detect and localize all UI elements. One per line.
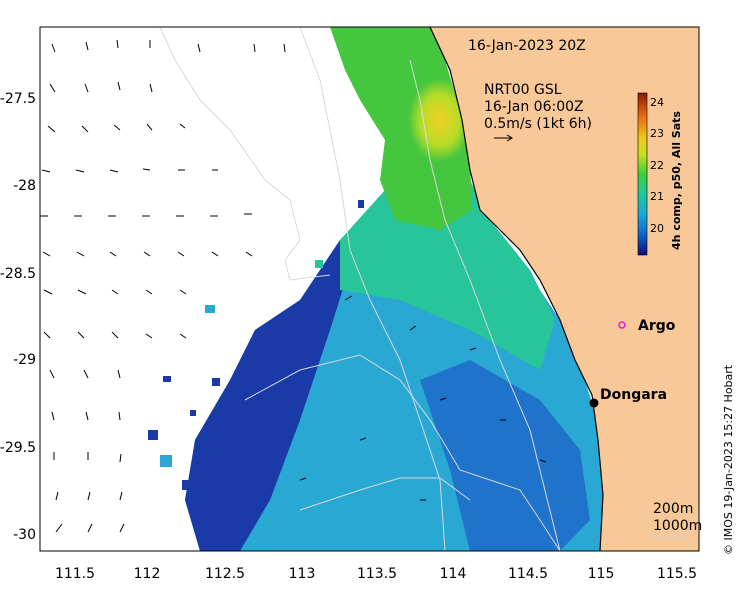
- plot-frame: [39, 26, 700, 552]
- colorbar-gradient: [637, 92, 648, 256]
- warm-patch: [408, 78, 472, 162]
- sst-scatter-pixels: [148, 200, 364, 515]
- sst-field-cool-core: [420, 360, 590, 551]
- x-tick-label: 112.5: [205, 566, 245, 582]
- isobath-contours: [159, 26, 561, 552]
- y-tick-label: -29: [13, 352, 36, 368]
- colorbar: 24 23 22 21 20 4h comp, p50, All Sats: [637, 92, 683, 256]
- colorbar-title: 4h comp, p50, All Sats: [670, 111, 683, 250]
- colorbar-tick: 20: [650, 222, 664, 235]
- x-tick-label: 113: [289, 566, 316, 582]
- sst-field-western-edge: [185, 235, 360, 551]
- date-label: 16-Jan-2023 20Z: [468, 38, 586, 54]
- colorbar-tick: 24: [650, 96, 664, 109]
- current-vectors: [40, 39, 547, 533]
- colorbar-tick: 23: [650, 127, 664, 140]
- land-mass: [430, 27, 699, 551]
- x-tick-label: 114: [440, 566, 467, 582]
- colorbar-tick: 21: [650, 190, 664, 203]
- product-line-2: 16-Jan 06:00Z: [484, 99, 584, 115]
- x-tick-label: 112: [134, 566, 161, 582]
- credit-text: © IMOS 19-Jan-2023 15:27 Hobart: [722, 364, 735, 555]
- y-tick-label: -29.5: [0, 440, 36, 456]
- y-tick-label: -28.5: [0, 266, 36, 282]
- x-tick-label: 113.5: [357, 566, 397, 582]
- x-tick-label: 114.5: [508, 566, 548, 582]
- product-line-3: 0.5m/s (1kt 6h): [484, 116, 592, 132]
- coastline: [429, 26, 604, 552]
- isobath-label-200: 200m: [653, 501, 693, 517]
- x-tick-label: 111.5: [55, 566, 95, 582]
- x-axis: 111.5 112 112.5 113 113.5 114 114.5 115 …: [55, 566, 697, 582]
- y-tick-label: -30: [13, 527, 36, 543]
- x-tick-label: 115.5: [657, 566, 697, 582]
- reference-vector-arrow: [494, 134, 513, 142]
- y-axis: -27.5 -28 -28.5 -29 -29.5 -30: [0, 91, 36, 543]
- isobath-label-1000: 1000m: [653, 518, 702, 534]
- y-tick-label: -27.5: [0, 91, 36, 107]
- argo-label: Argo: [638, 318, 676, 334]
- dongara-label: Dongara: [600, 387, 667, 403]
- x-tick-label: 115: [588, 566, 615, 582]
- colorbar-tick: 22: [650, 159, 664, 172]
- sst-field-north: [330, 27, 472, 230]
- y-tick-label: -28: [13, 178, 36, 194]
- sst-field-central: [340, 180, 555, 370]
- product-line-1: NRT00 GSL: [484, 82, 562, 98]
- dongara-marker: [589, 398, 599, 408]
- argo-marker: [618, 321, 626, 329]
